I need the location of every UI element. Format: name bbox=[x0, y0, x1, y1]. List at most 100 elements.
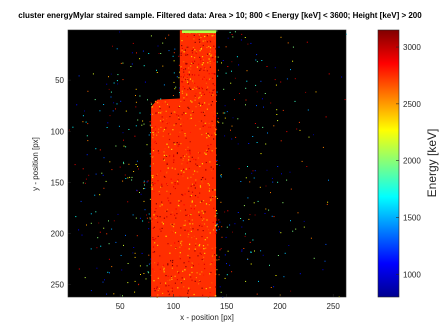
band-speckle bbox=[156, 102, 159, 104]
noise-point bbox=[229, 31, 231, 33]
noise-point bbox=[147, 99, 148, 101]
band-speckle bbox=[152, 150, 155, 152]
band-speckle bbox=[164, 101, 166, 103]
band-speckle bbox=[190, 276, 192, 278]
noise-point bbox=[162, 65, 164, 67]
noise-point bbox=[113, 220, 115, 222]
band-speckle bbox=[190, 185, 192, 187]
band-speckle bbox=[205, 122, 207, 124]
noise-point bbox=[112, 45, 113, 47]
noise-point bbox=[103, 227, 105, 229]
band-speckle bbox=[192, 184, 194, 186]
x-tick-label: 200 bbox=[273, 302, 287, 311]
band-speckle bbox=[209, 39, 211, 42]
band-speckle bbox=[204, 211, 206, 213]
band-speckle bbox=[192, 62, 194, 64]
noise-point bbox=[115, 145, 117, 147]
noise-point bbox=[143, 123, 145, 125]
band-speckle bbox=[189, 223, 191, 225]
noise-point bbox=[272, 181, 274, 183]
x-tick-label: 100 bbox=[167, 302, 181, 311]
noise-point bbox=[223, 88, 225, 90]
noise-point bbox=[90, 248, 92, 250]
band-speckle bbox=[169, 116, 171, 118]
band-speckle bbox=[206, 89, 208, 91]
band-speckle bbox=[188, 74, 190, 76]
band-speckle bbox=[159, 228, 161, 230]
band-speckle bbox=[186, 63, 188, 65]
band-speckle bbox=[211, 262, 213, 264]
band-speckle bbox=[200, 47, 202, 49]
y-tick-label: 150 bbox=[51, 178, 65, 187]
band-speckle bbox=[179, 252, 181, 254]
noise-point bbox=[88, 174, 90, 176]
noise-point bbox=[141, 124, 143, 126]
band-speckle bbox=[189, 153, 191, 155]
band-speckle bbox=[192, 82, 195, 84]
band-speckle bbox=[187, 89, 189, 91]
band-speckle bbox=[202, 60, 204, 63]
band-speckle bbox=[181, 277, 183, 279]
noise-point bbox=[290, 188, 292, 190]
band-speckle bbox=[153, 127, 155, 129]
noise-point bbox=[178, 77, 180, 79]
band-speckle bbox=[171, 290, 173, 292]
noise-point bbox=[273, 125, 275, 127]
noise-point bbox=[119, 31, 121, 33]
noise-point bbox=[216, 224, 218, 226]
noise-point bbox=[264, 93, 266, 94]
band-speckle bbox=[205, 288, 207, 290]
band-speckle bbox=[208, 203, 210, 205]
band-speckle bbox=[192, 265, 194, 267]
band-speckle bbox=[162, 264, 165, 266]
noise-point bbox=[224, 135, 226, 137]
band-speckle bbox=[188, 233, 190, 235]
band-speckle bbox=[168, 293, 171, 295]
noise-point bbox=[216, 115, 218, 117]
band-speckle bbox=[179, 246, 181, 248]
noise-point bbox=[227, 37, 229, 39]
band-speckle bbox=[201, 287, 203, 289]
band-speckle bbox=[163, 267, 165, 269]
band-speckle bbox=[173, 155, 175, 158]
band-speckle bbox=[200, 78, 202, 80]
band-speckle bbox=[174, 214, 176, 216]
noise-point bbox=[256, 61, 258, 63]
band-speckle bbox=[192, 223, 194, 225]
band-speckle bbox=[208, 73, 210, 75]
band-speckle bbox=[208, 190, 210, 192]
band-speckle bbox=[207, 183, 209, 185]
band-speckle bbox=[155, 287, 158, 290]
noise-point bbox=[148, 221, 150, 223]
noise-point bbox=[216, 161, 218, 163]
band-speckle bbox=[171, 278, 173, 280]
band-speckle bbox=[208, 103, 210, 105]
noise-point bbox=[174, 88, 176, 90]
noise-point bbox=[230, 129, 231, 131]
band-speckle bbox=[181, 163, 183, 165]
band-speckle bbox=[151, 220, 153, 223]
y-tick-label: 200 bbox=[51, 230, 65, 239]
band-speckle bbox=[173, 159, 175, 161]
band-speckle bbox=[173, 186, 175, 188]
band-speckle bbox=[163, 154, 165, 156]
band-speckle bbox=[175, 208, 177, 210]
noise-point bbox=[256, 54, 258, 56]
band-speckle bbox=[199, 105, 202, 107]
band-speckle bbox=[213, 96, 216, 98]
band-speckle bbox=[191, 266, 193, 268]
band-speckle bbox=[186, 94, 188, 96]
noise-point bbox=[86, 135, 88, 137]
band-speckle bbox=[198, 63, 200, 65]
band-speckle bbox=[181, 67, 183, 70]
noise-point bbox=[248, 143, 250, 144]
noise-point bbox=[270, 287, 272, 288]
band-speckle bbox=[181, 81, 184, 83]
noise-point bbox=[87, 90, 89, 92]
band-speckle bbox=[193, 38, 195, 40]
noise-point bbox=[232, 117, 234, 119]
band-speckle bbox=[203, 69, 205, 71]
band-speckle bbox=[199, 186, 202, 188]
band-speckle bbox=[202, 294, 204, 296]
band-speckle bbox=[153, 191, 155, 194]
